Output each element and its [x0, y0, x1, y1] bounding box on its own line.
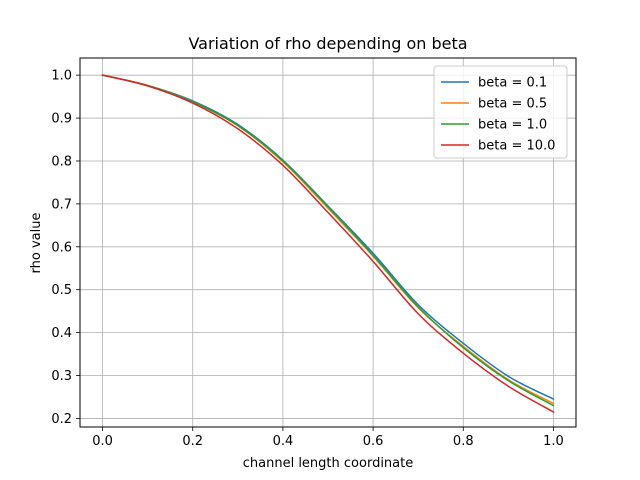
- legend-label: beta = 1.0: [478, 118, 547, 133]
- legend-box: [433, 65, 568, 159]
- legend-label: beta = 10.0: [478, 139, 555, 154]
- x-axis-label: channel length coordinate: [243, 456, 413, 471]
- series-line-4: [101, 74, 555, 414]
- x-tick-label: 0.2: [182, 434, 203, 449]
- series-line-3: [101, 74, 555, 407]
- y-tick-label: 0.8: [51, 154, 72, 169]
- y-tick-label: 0.7: [51, 197, 72, 212]
- series-lines: [101, 74, 555, 414]
- axis-ticks: 0.0 0.2 0.4 0.6 0.8 1.0 0.2 0.3 0.4 0.5 0.6 0.7 0.8 0…: [51, 69, 563, 449]
- legend: beta = 0.1 beta = 0.5 beta = 1.0 beta = 10.…: [433, 65, 568, 159]
- y-axis-label: rho value: [29, 213, 44, 274]
- x-tick-label: 0.4: [273, 434, 294, 449]
- chart-title: Variation of rho depending on beta: [188, 34, 467, 53]
- x-tick-label: 1.0: [543, 434, 564, 449]
- x-tick-label: 0.6: [363, 434, 384, 449]
- grid: [80, 58, 576, 427]
- y-tick-label: 0.2: [51, 412, 72, 427]
- y-tick-label: 0.4: [51, 326, 72, 341]
- x-tick-label: 0.0: [92, 434, 113, 449]
- y-tick-label: 1.0: [51, 69, 72, 84]
- x-tick-label: 0.8: [453, 434, 474, 449]
- y-tick-label: 0.3: [51, 369, 72, 384]
- y-tick-label: 0.5: [51, 283, 72, 298]
- plot-frame: [79, 57, 577, 428]
- y-tick-label: 0.6: [51, 240, 72, 255]
- y-tick-label: 0.9: [51, 112, 72, 127]
- legend-label: beta = 0.1: [478, 76, 547, 91]
- legend-label: beta = 0.5: [478, 97, 547, 112]
